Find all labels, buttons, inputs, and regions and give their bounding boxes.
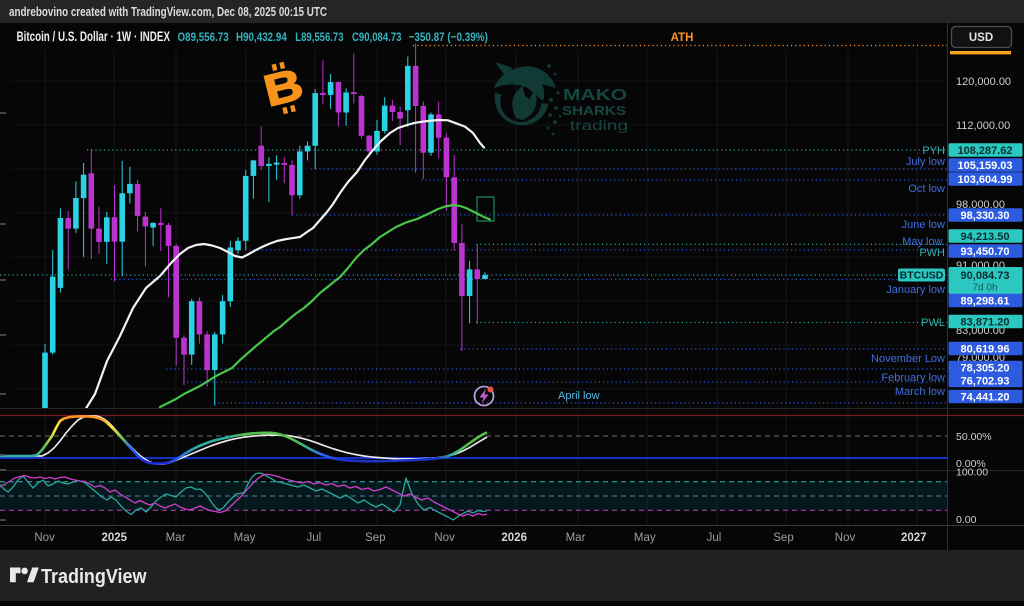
svg-text:2027: 2027	[901, 532, 927, 544]
svg-text:Mar: Mar	[566, 532, 586, 544]
svg-text:TradingView: TradingView	[41, 566, 147, 588]
svg-text:Jul: Jul	[707, 532, 722, 544]
svg-text:C90,084.73: C90,084.73	[352, 30, 402, 44]
svg-text:Sep: Sep	[773, 532, 793, 544]
svg-text:L89,556.73: L89,556.73	[295, 30, 343, 44]
svg-text:80,619.96: 80,619.96	[961, 344, 1010, 356]
svg-text:Nov: Nov	[835, 532, 856, 544]
svg-text:SHARKS: SHARKS	[562, 104, 626, 118]
svg-text:98,330.30: 98,330.30	[961, 210, 1010, 222]
svg-text:May: May	[234, 532, 256, 544]
svg-text:89,298.61: 89,298.61	[961, 296, 1010, 308]
svg-text:USD: USD	[969, 32, 993, 44]
svg-text:−350.87 (−0.39%): −350.87 (−0.39%)	[409, 30, 488, 44]
svg-text:May low.: May low.	[902, 236, 945, 248]
svg-text:93,450.70: 93,450.70	[961, 246, 1010, 258]
svg-text:2025: 2025	[102, 532, 128, 544]
svg-text:April low: April low	[558, 390, 600, 402]
svg-text:PWL: PWL	[921, 317, 945, 329]
svg-text:103,604.99: 103,604.99	[957, 174, 1012, 186]
svg-text:2026: 2026	[501, 532, 527, 544]
svg-text:H90,432.94: H90,432.94	[236, 30, 287, 44]
svg-text:112,000.00: 112,000.00	[956, 120, 1010, 132]
svg-text:BTCUSD: BTCUSD	[900, 270, 944, 282]
svg-text:andrebovino created with Tradi: andrebovino created with TradingView.com…	[9, 4, 327, 19]
svg-text:Mar: Mar	[166, 532, 186, 544]
svg-text:0.00%: 0.00%	[956, 458, 986, 470]
svg-text:July low: July low	[906, 156, 945, 168]
svg-text:trading: trading	[570, 118, 628, 133]
svg-text:March low: March low	[895, 386, 945, 398]
svg-text:78,305.20: 78,305.20	[961, 363, 1010, 375]
svg-text:0.00: 0.00	[956, 514, 977, 526]
svg-text:108,287.62: 108,287.62	[957, 145, 1012, 157]
svg-text:76,702.93: 76,702.93	[961, 376, 1010, 388]
svg-text:June low: June low	[902, 219, 945, 231]
svg-text:Nov: Nov	[34, 532, 55, 544]
svg-text:MAKO: MAKO	[563, 87, 627, 104]
svg-text:May: May	[634, 532, 656, 544]
svg-text:74,441.20: 74,441.20	[961, 392, 1010, 404]
svg-text:Bitcoin / U.S. Dollar · 1W · I: Bitcoin / U.S. Dollar · 1W · INDEX	[17, 29, 171, 44]
svg-text:100.00: 100.00	[956, 467, 988, 479]
svg-text:98,000.00: 98,000.00	[956, 199, 1005, 211]
svg-text:ATH: ATH	[671, 32, 694, 44]
svg-text:February low: February low	[881, 372, 945, 384]
svg-text:O89,556.73: O89,556.73	[178, 30, 229, 44]
svg-text:120,000.00: 120,000.00	[956, 76, 1011, 88]
svg-text:November Low: November Low	[871, 353, 945, 365]
svg-text:Sep: Sep	[365, 532, 385, 544]
svg-text:7d 0h: 7d 0h	[972, 283, 997, 294]
svg-text:Nov: Nov	[434, 532, 455, 544]
svg-text:Oct low: Oct low	[908, 183, 945, 195]
svg-text:PWH: PWH	[919, 247, 945, 259]
svg-text:105,159.03: 105,159.03	[957, 160, 1012, 172]
svg-text:50.00%: 50.00%	[956, 431, 992, 443]
svg-text:94,213.50: 94,213.50	[961, 231, 1010, 243]
svg-text:January low: January low	[886, 284, 945, 296]
svg-text:90,084.73: 90,084.73	[961, 270, 1010, 282]
svg-text:PYH: PYH	[922, 145, 945, 157]
svg-text:Jul: Jul	[306, 532, 321, 544]
svg-text:83,871.20: 83,871.20	[961, 317, 1010, 329]
